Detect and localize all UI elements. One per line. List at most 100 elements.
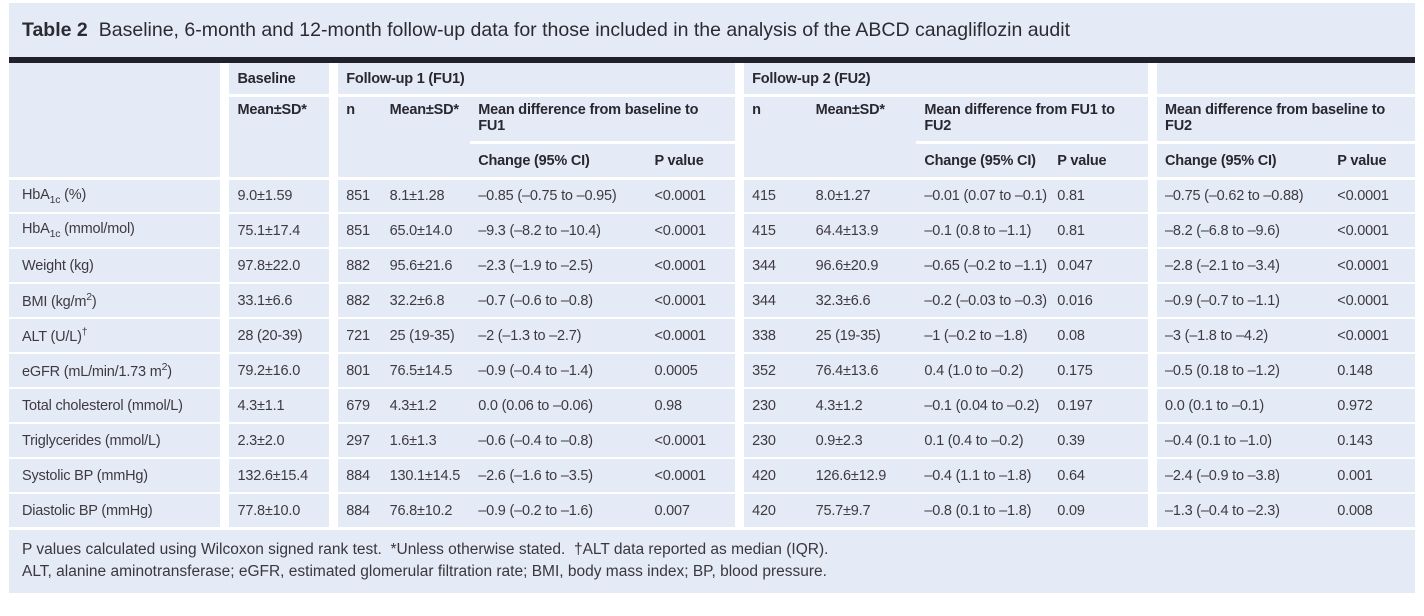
table-cell: –0.4 (0.1 to –1.0) <box>1148 422 1330 457</box>
table-header: Baseline Follow-up 1 (FU1) Follow-up 2 (… <box>9 63 1415 177</box>
table-row: ALT (U/L)† 28 (20-39) 721 25 (19-35) –2 (–1.… <box>9 317 1415 352</box>
header-fu1-n: n <box>329 97 382 177</box>
header-baseline-mean-sd: Mean±SD* <box>220 97 330 177</box>
table-cell: 25 (19-35) <box>807 317 917 352</box>
table-cell: 4.3±1.1 <box>220 387 330 422</box>
table-cell: 8.0±1.27 <box>807 177 917 212</box>
table-number: Table 2 <box>22 18 88 41</box>
table-cell: –3 (–1.8 to –4.2) <box>1148 317 1330 352</box>
table-row: BMI (kg/m2) 33.1±6.6 882 32.2±6.8 –0.7 (–0.6… <box>9 282 1415 317</box>
row-label: Systolic BP (mmHg) <box>9 457 221 492</box>
table-cell: 352 <box>735 352 808 387</box>
table-cell: 0.0 (0.1 to –0.1) <box>1148 387 1330 422</box>
table-cell: <0.0001 <box>1329 177 1415 212</box>
table-cell: –2 (–1.3 to –2.7) <box>470 317 647 352</box>
table-row: Weight (kg) 97.8±22.0 882 95.6±21.6 –2.3 (–1… <box>9 247 1415 282</box>
table-cell: –2.8 (–2.1 to –3.4) <box>1148 247 1330 282</box>
table-cell: 79.2±16.0 <box>220 352 330 387</box>
table-cell: 0.0005 <box>646 352 736 387</box>
table-cell: 0.972 <box>1329 387 1415 422</box>
table-cell: –0.85 (–0.75 to –0.95) <box>470 177 647 212</box>
table-cell: –2.6 (–1.6 to –3.5) <box>470 457 647 492</box>
header-diff-baseline-fu2: Mean difference from baseline to FU2 <box>1148 97 1415 144</box>
table-cell: 0.143 <box>1329 422 1415 457</box>
table-cell: 0.39 <box>1049 422 1149 457</box>
table-cell: 679 <box>329 387 382 422</box>
table-cell: <0.0001 <box>646 457 736 492</box>
table-cell: –0.7 (–0.6 to –0.8) <box>470 282 647 317</box>
table-cell: –0.6 (–0.4 to –0.8) <box>470 422 647 457</box>
table-cell: <0.0001 <box>1329 247 1415 282</box>
table-cell: 75.7±9.7 <box>807 492 917 527</box>
table-caption: Baseline, 6-month and 12-month follow-up… <box>98 18 1070 41</box>
table-cell: 28 (20-39) <box>220 317 330 352</box>
table-cell: 344 <box>735 247 808 282</box>
row-label: HbA1c (%) <box>9 177 221 212</box>
row-label: Triglycerides (mmol/L) <box>9 422 221 457</box>
table-cell: 76.4±13.6 <box>807 352 917 387</box>
table-cell: 230 <box>735 387 808 422</box>
header-change-fu2: Change (95% CI) <box>916 144 1050 177</box>
table-cell: 9.0±1.59 <box>220 177 330 212</box>
table-cell: 0.81 <box>1049 212 1149 247</box>
table-cell: 0.047 <box>1049 247 1149 282</box>
footnote-line-2: ALT, alanine aminotransferase; eGFR, est… <box>22 562 827 580</box>
footnote-line-1: P values calculated using Wilcoxon signe… <box>22 541 829 558</box>
table-cell: –0.5 (0.18 to –1.2) <box>1148 352 1330 387</box>
table-cell: 75.1±17.4 <box>220 212 330 247</box>
table-cell: –0.9 (–0.2 to –1.6) <box>470 492 647 527</box>
table-row: HbA1c (mmol/mol) 75.1±17.4 851 65.0±14.0 –9.… <box>9 212 1415 247</box>
table-cell: 415 <box>735 177 808 212</box>
table-cell: –2.3 (–1.9 to –2.5) <box>470 247 647 282</box>
table-row: Diastolic BP (mmHg) 77.8±10.0 884 76.8±10.2… <box>9 492 1415 527</box>
table-cell: 0.007 <box>646 492 736 527</box>
table-cell: 0.008 <box>1329 492 1415 527</box>
header-empty-group <box>1148 63 1415 97</box>
table-body: HbA1c (%) 9.0±1.59 851 8.1±1.28 –0.85 (–0.75… <box>9 177 1415 527</box>
table-cell: 76.8±10.2 <box>381 492 471 527</box>
header-pvalue-baseline-fu2: P value <box>1329 144 1415 177</box>
table-cell: 0.81 <box>1049 177 1149 212</box>
table-cell: 33.1±6.6 <box>220 282 330 317</box>
table-cell: 851 <box>329 212 382 247</box>
table-cell: 4.3±1.2 <box>381 387 471 422</box>
table-cell: –0.75 (–0.62 to –0.88) <box>1148 177 1330 212</box>
table-cell: 0.64 <box>1049 457 1149 492</box>
table-cell: –0.01 (0.07 to –0.1) <box>916 177 1050 212</box>
table-cell: –0.65 (–0.2 to –1.1) <box>916 247 1050 282</box>
table-cell: 338 <box>735 317 808 352</box>
header-change-fu1: Change (95% CI) <box>470 144 647 177</box>
table-cell: <0.0001 <box>646 317 736 352</box>
table-cell: 420 <box>735 457 808 492</box>
table-cell: 0.0 (0.06 to –0.06) <box>470 387 647 422</box>
row-label: eGFR (mL/min/1.73 m2) <box>9 352 221 387</box>
table-cell: 801 <box>329 352 382 387</box>
table-cell: 0.175 <box>1049 352 1149 387</box>
table-cell: 721 <box>329 317 382 352</box>
table-cell: 32.3±6.6 <box>807 282 917 317</box>
header-pvalue-fu1: P value <box>646 144 736 177</box>
table-cell: –0.9 (–0.4 to –1.4) <box>470 352 647 387</box>
table-cell: –2.4 (–0.9 to –3.8) <box>1148 457 1330 492</box>
header-pvalue-fu2: P value <box>1049 144 1149 177</box>
header-fu1-group: Follow-up 1 (FU1) <box>329 63 736 97</box>
header-fu1-mean-sd: Mean±SD* <box>381 97 471 177</box>
header-baseline-group: Baseline <box>220 63 330 97</box>
table-cell: <0.0001 <box>1329 212 1415 247</box>
table-cell: 0.09 <box>1049 492 1149 527</box>
table-cell: 1.6±1.3 <box>381 422 471 457</box>
table-cell: 76.5±14.5 <box>381 352 471 387</box>
table-cell: 4.3±1.2 <box>807 387 917 422</box>
table-footnotes: P values calculated using Wilcoxon signe… <box>9 530 1415 594</box>
table-cell: –0.1 (0.8 to –1.1) <box>916 212 1050 247</box>
table-cell: –1 (–0.2 to –1.8) <box>916 317 1050 352</box>
table-cell: 0.016 <box>1049 282 1149 317</box>
header-sub-row: Mean±SD* n Mean±SD* Mean difference from… <box>9 97 1415 177</box>
table-cell: 0.9±2.3 <box>807 422 917 457</box>
table-cell: –9.3 (–8.2 to –10.4) <box>470 212 647 247</box>
table-cell: 882 <box>329 282 382 317</box>
table-row: Triglycerides (mmol/L) 2.3±2.0 297 1.6±1.3–… <box>9 422 1415 457</box>
header-change-baseline-fu2: Change (95% CI) <box>1148 144 1330 177</box>
table-cell: 8.1±1.28 <box>381 177 471 212</box>
header-group-row: Baseline Follow-up 1 (FU1) Follow-up 2 (… <box>9 63 1415 177</box>
